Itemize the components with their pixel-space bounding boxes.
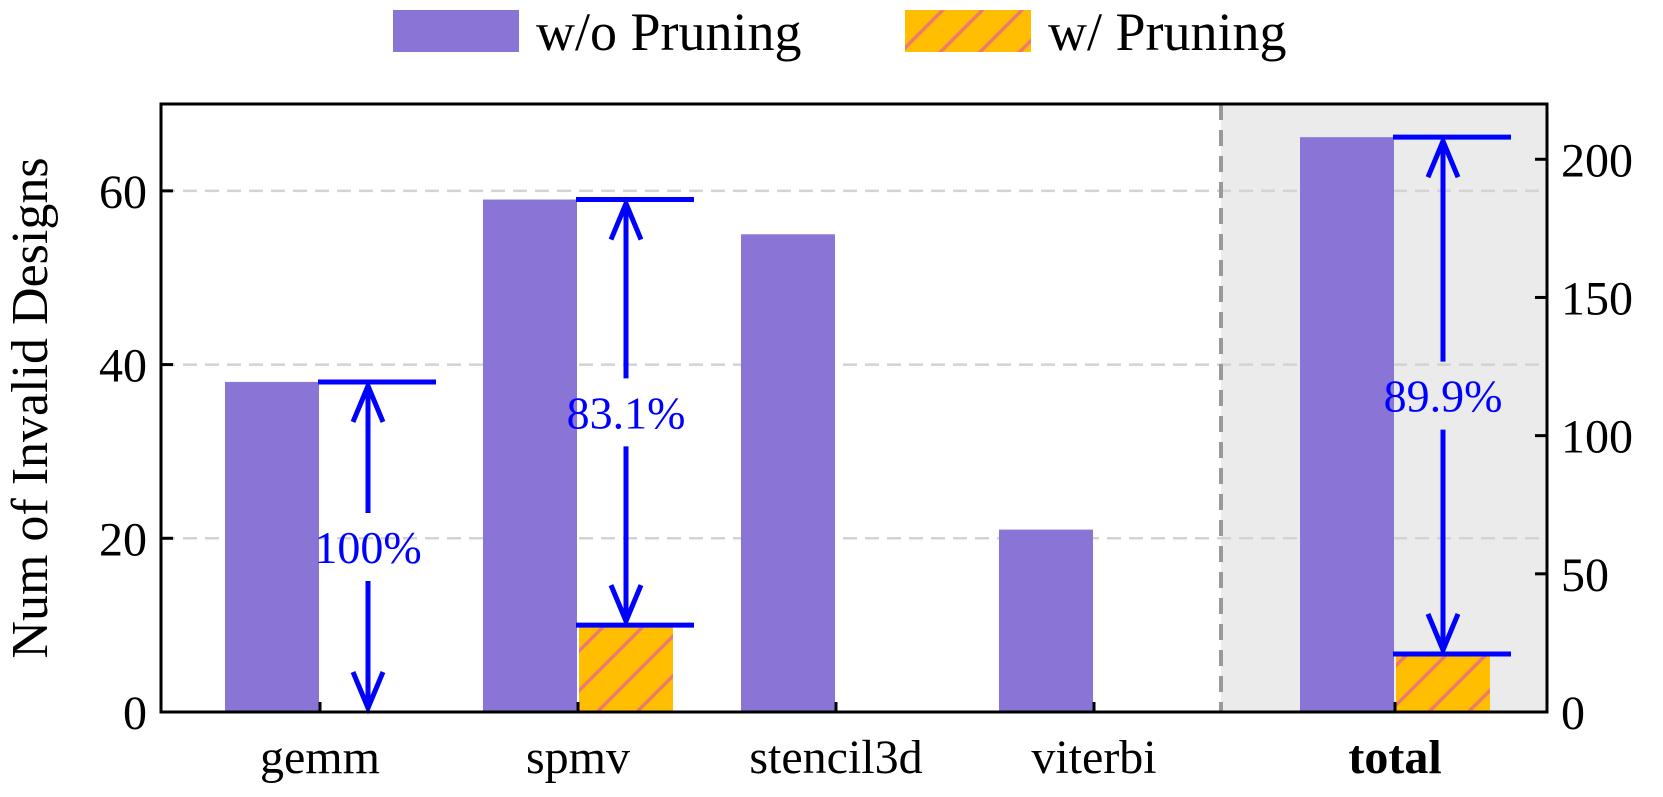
arrow-head-up-spmv	[608, 197, 644, 241]
bar-wo-pruning-total	[1300, 137, 1394, 712]
legend-swatch-wo-pruning	[393, 10, 519, 52]
bars	[225, 137, 1490, 713]
arrow-head-up-gemm	[350, 379, 386, 423]
x-tick-label-spmv: spmv	[526, 731, 630, 784]
legend: w/o Pruning w/ Pruning	[393, 2, 1287, 62]
legend-label-w-pruning: w/ Pruning	[1048, 2, 1287, 62]
y-axis-title: Num of Invalid Designs	[2, 157, 59, 658]
x-tick-label-total: total	[1348, 731, 1441, 784]
annotation-label-gemm: 100%	[314, 522, 421, 573]
x-tick-label-viterbi: viterbi	[1031, 731, 1156, 784]
y-tick-label-0: 0	[123, 687, 147, 740]
y2-tick-label-200: 200	[1561, 134, 1633, 187]
y2-tick-label-150: 150	[1561, 272, 1633, 325]
axes: 0 20 40 60 0 50 100 150 200 gemm spmv stencil3d vite…	[99, 134, 1633, 784]
y2-tick-label-50: 50	[1561, 549, 1609, 602]
y-tick-label-40: 40	[99, 340, 147, 393]
bar-wo-pruning-stencil3d	[741, 234, 835, 713]
arrow-head-up-total	[1425, 134, 1461, 179]
y2-tick-label-100: 100	[1561, 411, 1633, 464]
annotations: 100% 83.1% 89.9%	[314, 134, 1511, 715]
bar-wo-pruning-spmv	[483, 199, 577, 713]
bar-w-pruning-total	[1396, 653, 1490, 712]
legend-label-wo-pruning: w/o Pruning	[536, 2, 802, 62]
annotation-label-total: 89.9%	[1384, 371, 1503, 422]
bar-w-pruning-spmv	[579, 625, 673, 712]
arrow-head-down-gemm	[350, 671, 386, 715]
arrow-head-down-total	[1425, 613, 1461, 657]
annotation-label-spmv: 83.1%	[567, 387, 686, 438]
y-tick-label-20: 20	[99, 513, 147, 566]
y-tick-label-60: 60	[99, 166, 147, 219]
bar-wo-pruning-viterbi	[999, 529, 1093, 712]
y2-tick-label-0: 0	[1561, 687, 1585, 740]
bar-wo-pruning-gemm	[225, 381, 319, 712]
legend-swatch-w-pruning	[905, 10, 1031, 52]
x-tick-label-stencil3d: stencil3d	[749, 731, 922, 784]
x-tick-label-gemm: gemm	[260, 731, 380, 784]
plot-frame	[159, 102, 1549, 714]
arrow-head-down-spmv	[608, 584, 644, 628]
